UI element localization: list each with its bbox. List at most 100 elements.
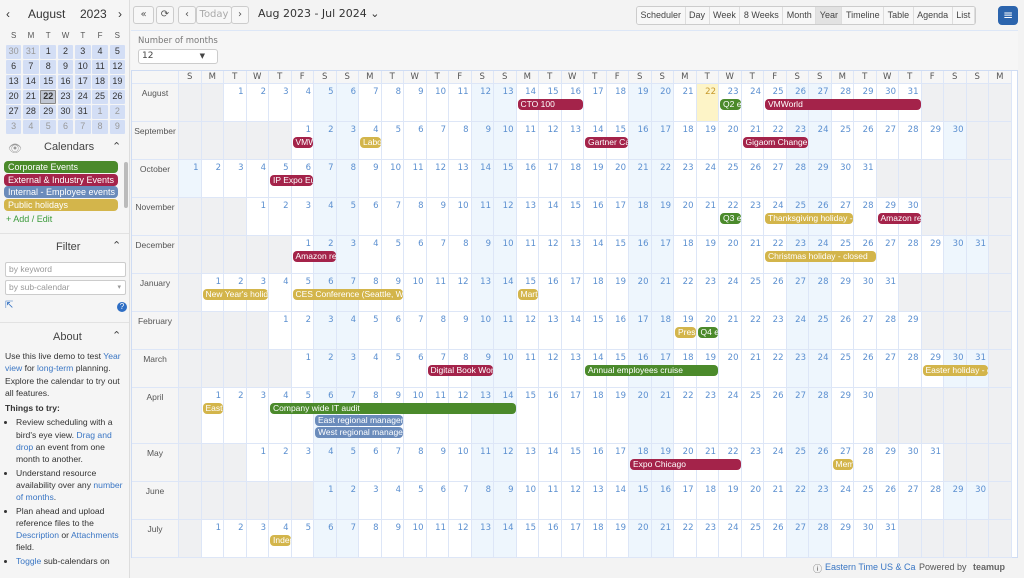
mini-day[interactable]: 5 <box>109 45 126 59</box>
day-cell[interactable]: 24 <box>719 388 742 444</box>
day-cell[interactable]: 15 <box>629 482 652 520</box>
day-cell[interactable]: 29 <box>899 312 922 350</box>
day-cell[interactable]: 14 <box>494 388 517 444</box>
day-cell[interactable]: 9 <box>404 84 427 122</box>
day-cell[interactable]: 16 <box>539 274 562 312</box>
day-cell[interactable]: 3 <box>291 444 314 482</box>
day-cell[interactable]: 5 <box>359 312 382 350</box>
day-cell[interactable]: 19 <box>651 198 674 236</box>
months-select[interactable]: 12 ▼ <box>138 49 218 64</box>
day-cell[interactable]: 7 <box>336 520 359 558</box>
event[interactable]: Amazon re:Invent <box>877 213 921 224</box>
share-icon[interactable]: ⇱ <box>5 300 14 311</box>
day-cell[interactable]: 4 <box>314 444 337 482</box>
day-cell[interactable]: 13 <box>471 520 494 558</box>
day-cell[interactable]: 7 <box>314 160 337 198</box>
day-cell[interactable]: 1 <box>314 482 337 520</box>
day-cell[interactable]: 10 <box>449 444 472 482</box>
day-cell[interactable]: 10 <box>381 160 404 198</box>
day-cell[interactable]: 28 <box>899 122 922 160</box>
day-cell[interactable]: 16 <box>539 520 562 558</box>
day-cell[interactable]: 5 <box>291 388 314 444</box>
mini-day[interactable]: 6 <box>57 120 74 134</box>
day-cell[interactable]: 15 <box>584 312 607 350</box>
day-cell[interactable]: 8 <box>449 122 472 160</box>
day-cell[interactable]: 24 <box>786 312 809 350</box>
day-cell[interactable]: 9 <box>426 444 449 482</box>
day-cell[interactable]: 10 <box>471 312 494 350</box>
day-cell[interactable]: 10 <box>404 520 427 558</box>
day-cell[interactable]: 16 <box>629 122 652 160</box>
day-cell[interactable]: 29 <box>809 160 832 198</box>
day-cell[interactable]: 20 <box>719 122 742 160</box>
day-cell[interactable]: 11 <box>471 444 494 482</box>
calendar-item[interactable]: External & Industry Events <box>4 173 118 186</box>
day-cell[interactable]: 14 <box>494 274 517 312</box>
day-cell[interactable]: 25 <box>741 274 764 312</box>
day-cell[interactable]: 27 <box>831 444 854 482</box>
day-cell[interactable]: 6 <box>359 198 382 236</box>
mini-day[interactable]: 7 <box>75 120 91 134</box>
day-cell[interactable]: 18 <box>584 520 607 558</box>
day-cell[interactable]: 26 <box>764 520 787 558</box>
day-cell[interactable]: 26 <box>876 482 899 520</box>
day-cell[interactable]: 12 <box>516 312 539 350</box>
event[interactable]: Easter holiday - closed <box>922 365 988 376</box>
mini-day[interactable]: 10 <box>75 60 91 74</box>
timezone-link[interactable]: Eastern Time US & Ca <box>825 562 916 572</box>
day-cell[interactable]: 24 <box>764 444 787 482</box>
day-cell[interactable]: 10 <box>494 236 517 274</box>
chevron-left-icon[interactable]: ‹ <box>6 7 10 21</box>
teamup-logo[interactable]: teamup <box>973 562 1006 572</box>
day-cell[interactable]: 9 <box>426 198 449 236</box>
day-cell[interactable]: 13 <box>539 312 562 350</box>
mini-day[interactable]: 16 <box>57 75 74 89</box>
day-cell[interactable]: 6 <box>336 84 359 122</box>
day-cell[interactable]: 23 <box>741 444 764 482</box>
day-cell[interactable]: 17 <box>629 312 652 350</box>
day-cell[interactable]: 20 <box>719 350 742 388</box>
event[interactable]: Annual employees cruise <box>585 365 718 376</box>
day-cell[interactable]: 8 <box>381 84 404 122</box>
event[interactable]: Labor Day <box>360 137 381 148</box>
day-cell[interactable]: 9 <box>494 482 517 520</box>
day-cell[interactable]: 22 <box>764 350 787 388</box>
day-cell[interactable]: 22 <box>674 274 697 312</box>
mini-day[interactable]: 28 <box>23 105 39 119</box>
day-cell[interactable]: 16 <box>516 160 539 198</box>
day-cell[interactable]: 23 <box>696 388 719 444</box>
day-cell[interactable]: 23 <box>786 350 809 388</box>
day-cell[interactable]: 3 <box>269 84 292 122</box>
day-cell[interactable]: 1 <box>179 160 202 198</box>
day-cell[interactable]: 3 <box>246 520 269 558</box>
day-cell[interactable]: 12 <box>426 160 449 198</box>
day-cell[interactable]: 5 <box>336 444 359 482</box>
day-cell[interactable]: 4 <box>291 84 314 122</box>
event[interactable]: East regional managers <box>315 415 403 426</box>
drag-drop-link[interactable]: Drag and drop <box>16 429 112 453</box>
day-cell[interactable]: 17 <box>561 520 584 558</box>
day-cell[interactable]: 7 <box>359 84 382 122</box>
calendars-scrollbar[interactable] <box>124 162 128 208</box>
day-cell[interactable]: 8 <box>449 236 472 274</box>
mini-day[interactable]: 31 <box>23 45 39 59</box>
mini-day[interactable]: 3 <box>75 45 91 59</box>
next-button[interactable]: › <box>231 6 249 24</box>
day-cell[interactable]: 25 <box>854 482 877 520</box>
event[interactable]: Memorial Day <box>832 459 853 470</box>
day-cell[interactable]: 16 <box>629 236 652 274</box>
day-cell[interactable]: 16 <box>606 312 629 350</box>
day-cell[interactable]: 25 <box>741 388 764 444</box>
day-cell[interactable]: 3 <box>246 274 269 312</box>
mini-day[interactable]: 9 <box>57 60 74 74</box>
event[interactable]: CTO 100 <box>517 99 583 110</box>
event[interactable]: Gartner Catalyst <box>585 137 628 148</box>
day-cell[interactable]: 6 <box>291 160 314 198</box>
help-icon[interactable]: ? <box>117 302 127 312</box>
view-tab-year[interactable]: Year <box>816 7 843 24</box>
day-cell[interactable]: 26 <box>854 236 877 274</box>
event[interactable]: Expo Chicago <box>630 459 741 470</box>
day-cell[interactable]: 6 <box>359 444 382 482</box>
day-cell[interactable]: 2 <box>246 84 269 122</box>
day-cell[interactable]: 22 <box>696 84 719 122</box>
